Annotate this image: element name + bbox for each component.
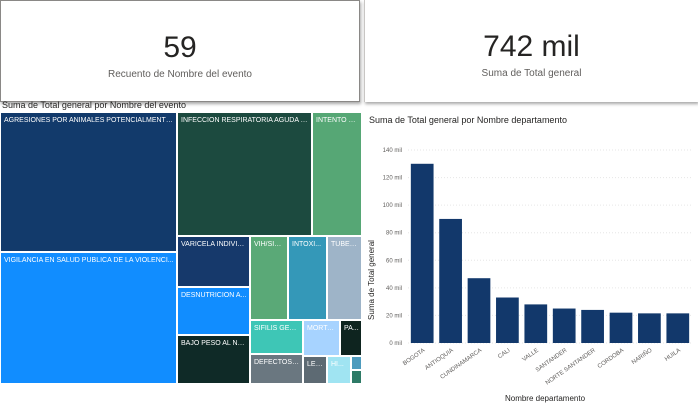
x-tick-label: NORTE SANTANDER [545, 347, 597, 386]
tile-label: VARICELA INDIVID... [181, 241, 247, 248]
treemap: AGRESIONES POR ANIMALES POTENCIALMENTE .… [0, 112, 362, 384]
y-tick-label: 120 mil [383, 176, 402, 182]
x-tick-label: CALI [497, 348, 512, 361]
tile-label: DESNUTRICIÓN A... [181, 292, 247, 299]
tile-label: LEP... [307, 361, 324, 368]
x-tick-label: HUILA [664, 348, 682, 363]
bar[interactable] [467, 278, 491, 343]
bar-chart: 0 mil 20 mil 40 mil 60 mil 80 mil 100 mil 120 … [364, 110, 698, 405]
treemap-tile[interactable]: DESNUTRICIÓN A... [177, 287, 250, 335]
y-axis-label: Suma de Total general [367, 240, 376, 320]
treemap-tile[interactable] [351, 356, 362, 370]
treemap-tile[interactable]: LEP... [303, 356, 327, 384]
y-tick-label: 40 mil [386, 286, 402, 292]
tile-label: INTENTO D... [316, 117, 359, 124]
bar[interactable] [496, 297, 519, 343]
x-tick-label: CORDOBA [597, 348, 625, 370]
y-tick-label: 0 mil [389, 341, 402, 347]
kpi-label: Suma de Total general [481, 68, 582, 79]
kpi-value: 59 [163, 31, 197, 64]
bar[interactable] [524, 304, 548, 343]
bar-chart-svg: 0 mil 20 mil 40 mil 60 mil 80 mil 100 mil 120 … [367, 148, 692, 403]
treemap-tile[interactable]: VIH/SID... [250, 236, 288, 320]
tile-label: PA... [344, 325, 359, 332]
treemap-tile[interactable]: TUBER... [327, 236, 362, 320]
tile-label: DEFECTOS C... [254, 359, 300, 366]
x-tick-label: BOGOTA [402, 348, 426, 367]
treemap-tile[interactable]: PA... [340, 320, 362, 356]
bar-chart-title: Suma de Total general por Nombre departa… [369, 115, 567, 125]
bar[interactable] [439, 218, 462, 343]
tile-label: INFECCION RESPIRATORIA AGUDA G... [181, 117, 309, 124]
bars [410, 163, 690, 343]
tile-label: AGRESIONES POR ANIMALES POTENCIALMENTE .… [4, 117, 174, 124]
treemap-title: Suma de Total general por Nombre del eve… [2, 100, 186, 110]
x-tick-label: VALLE [522, 348, 540, 363]
bar[interactable] [609, 312, 633, 343]
treemap-tile[interactable] [351, 370, 362, 384]
y-tick-label: 60 mil [386, 258, 402, 264]
bar[interactable] [410, 163, 434, 343]
tile-label: INTOXI... [292, 241, 322, 248]
bar[interactable] [552, 308, 576, 343]
treemap-tile[interactable]: HI... [327, 356, 351, 384]
treemap-tile[interactable]: AGRESIONES POR ANIMALES POTENCIALMENTE .… [0, 112, 177, 252]
chart-gridlines [408, 149, 692, 344]
y-tick-label: 20 mil [386, 313, 402, 319]
kpi-label: Recuento de Nombre del evento [108, 69, 252, 80]
kpi-card-total-sum[interactable]: 742 mil Suma de Total general [364, 0, 698, 102]
x-tick-label: NARIÑO [630, 347, 653, 366]
tile-label: VIGILANCIA EN SALUD PÚBLICA DE LA VIOLEN… [4, 257, 174, 264]
tile-label: VIH/SID... [254, 241, 285, 248]
y-tick-label: 80 mil [386, 231, 402, 237]
x-axis-label: Nombre departamento [505, 394, 586, 403]
treemap-tile[interactable]: BAJO PESO AL NA... [177, 335, 250, 384]
y-tick-label: 140 mil [383, 148, 402, 154]
treemap-tile[interactable]: INTENTO D... [312, 112, 362, 236]
treemap-tile[interactable]: INTOXI... [288, 236, 327, 320]
treemap-tile[interactable]: VIGILANCIA EN SALUD PÚBLICA DE LA VIOLEN… [0, 252, 177, 384]
bar[interactable] [638, 313, 661, 343]
tile-label: BAJO PESO AL NA... [181, 340, 247, 347]
bar[interactable] [666, 313, 690, 343]
treemap-tile[interactable]: DEFECTOS C... [250, 354, 303, 384]
treemap-tile[interactable]: VARICELA INDIVID... [177, 236, 250, 287]
bar[interactable] [581, 309, 604, 343]
tile-label: HI... [331, 361, 344, 368]
kpi-value: 742 mil [483, 30, 580, 63]
tile-label: MORTA... [307, 325, 337, 332]
tile-label: SIFILIS GEST... [254, 325, 300, 332]
treemap-tile[interactable]: SIFILIS GEST... [250, 320, 303, 354]
y-tick-label: 100 mil [383, 203, 402, 209]
kpi-card-event-count[interactable]: 59 Recuento de Nombre del evento [0, 0, 360, 102]
treemap-tile[interactable]: MORTA... [303, 320, 340, 356]
tile-label: TUBER... [331, 241, 359, 248]
treemap-tile[interactable]: INFECCION RESPIRATORIA AGUDA G... [177, 112, 312, 236]
y-axis-ticks: 0 mil 20 mil 40 mil 60 mil 80 mil 100 mil 120 … [383, 148, 402, 347]
